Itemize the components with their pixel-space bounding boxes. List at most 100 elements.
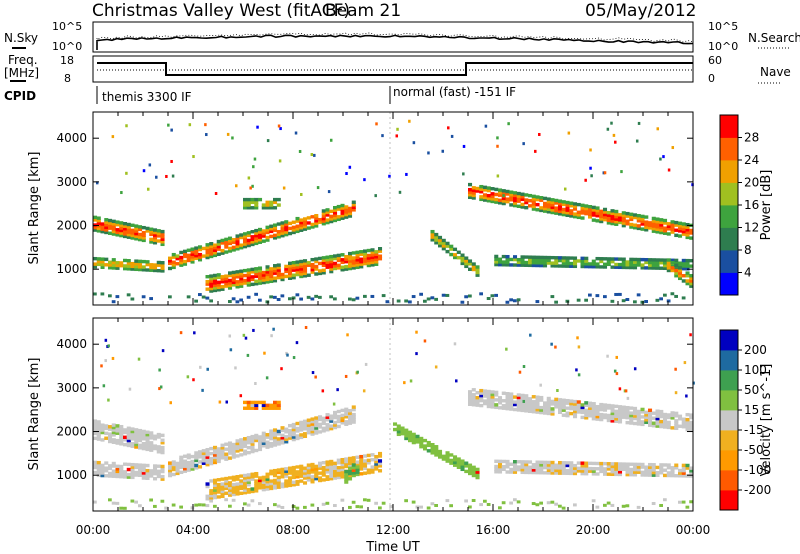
data-cell <box>280 482 285 486</box>
data-cell <box>228 486 233 490</box>
data-cell <box>100 438 105 442</box>
data-cell <box>599 265 604 269</box>
data-cell <box>149 443 154 447</box>
data-cell <box>464 256 469 260</box>
data-cell <box>516 199 521 203</box>
data-cell <box>584 262 589 266</box>
data-cell <box>505 192 510 196</box>
data-cell <box>396 429 401 434</box>
colorbar-tick-label: 15 <box>744 403 759 417</box>
data-cell <box>243 268 248 273</box>
data-cell <box>678 468 683 473</box>
data-cell <box>276 273 281 277</box>
data-cell <box>554 402 559 407</box>
time-axis-ticks: 00:00 04:00 08:00 12:00 16:00 20:00 00:00 <box>76 523 711 537</box>
data-cell <box>276 504 281 508</box>
data-cell <box>498 470 503 474</box>
data-cell <box>146 187 150 191</box>
data-cell <box>498 193 503 197</box>
data-cell <box>100 265 105 269</box>
data-cell <box>198 252 203 257</box>
data-cell <box>108 263 113 267</box>
data-cell <box>280 436 285 440</box>
data-cell <box>561 468 566 473</box>
data-cell <box>464 464 469 468</box>
data-cell <box>306 465 311 470</box>
data-cell <box>333 466 338 470</box>
data-cell <box>130 462 135 467</box>
data-cell <box>333 425 338 430</box>
data-cell <box>280 505 285 509</box>
data-cell <box>636 216 641 220</box>
data-cell <box>306 216 311 220</box>
data-cell <box>250 477 255 481</box>
data-cell <box>479 398 484 403</box>
data-cell <box>179 470 184 475</box>
data-cell <box>659 228 664 232</box>
data-cell <box>565 256 570 260</box>
data-cell <box>546 207 551 211</box>
data-cell <box>610 409 615 413</box>
data-cell <box>498 506 502 510</box>
data-cell <box>220 285 225 289</box>
data-cell <box>111 135 115 139</box>
data-cell <box>344 407 349 412</box>
data-cell <box>359 457 364 461</box>
data-cell <box>395 134 399 138</box>
data-cell <box>269 469 274 473</box>
data-cell <box>558 504 562 508</box>
data-cell <box>636 224 641 228</box>
power-colorbar-swatches <box>720 115 738 296</box>
data-cell <box>681 463 686 468</box>
data-cell <box>336 473 341 477</box>
data-cell <box>145 440 150 444</box>
data-cell <box>648 263 653 267</box>
data-cell <box>396 299 401 303</box>
data-cell <box>138 235 143 239</box>
data-cell <box>239 272 244 276</box>
data-cell <box>138 262 143 266</box>
data-cell <box>104 263 109 267</box>
data-cell <box>239 453 244 457</box>
data-cell <box>265 238 270 242</box>
data-cell <box>636 414 641 419</box>
velocity-colorbar-label: Velocity [m s^-1] <box>759 364 774 477</box>
data-cell <box>685 274 690 278</box>
data-cell <box>209 496 214 500</box>
data-cell <box>126 438 131 443</box>
data-cell <box>659 419 664 424</box>
data-cell <box>340 462 345 467</box>
data-cell <box>603 408 608 412</box>
data-cell <box>251 184 254 188</box>
data-cell <box>235 300 240 304</box>
data-cell <box>269 274 274 279</box>
data-cell <box>321 478 326 482</box>
data-cell <box>603 467 608 471</box>
data-cell <box>475 475 480 480</box>
data-cell <box>239 481 244 486</box>
data-cell <box>419 436 424 441</box>
data-cell <box>651 229 656 233</box>
data-cell <box>243 400 248 405</box>
data-cell <box>685 233 690 237</box>
data-cell <box>325 265 330 269</box>
data-cell <box>674 233 679 238</box>
data-cell <box>430 238 435 242</box>
data-cell <box>284 469 289 473</box>
data-cell <box>535 405 540 409</box>
data-cell <box>284 227 289 232</box>
data-cell <box>569 406 574 411</box>
data-cell <box>273 266 278 270</box>
data-cell <box>303 424 308 429</box>
data-cell <box>558 256 563 260</box>
data-cell <box>670 225 675 229</box>
data-cell <box>490 197 495 201</box>
data-cell <box>213 445 218 450</box>
data-cell <box>340 214 345 218</box>
data-cell <box>100 260 105 264</box>
data-cell <box>213 450 218 455</box>
data-cell <box>576 407 581 412</box>
data-cell <box>318 417 323 422</box>
data-cell <box>209 276 214 281</box>
data-cell <box>167 123 170 127</box>
